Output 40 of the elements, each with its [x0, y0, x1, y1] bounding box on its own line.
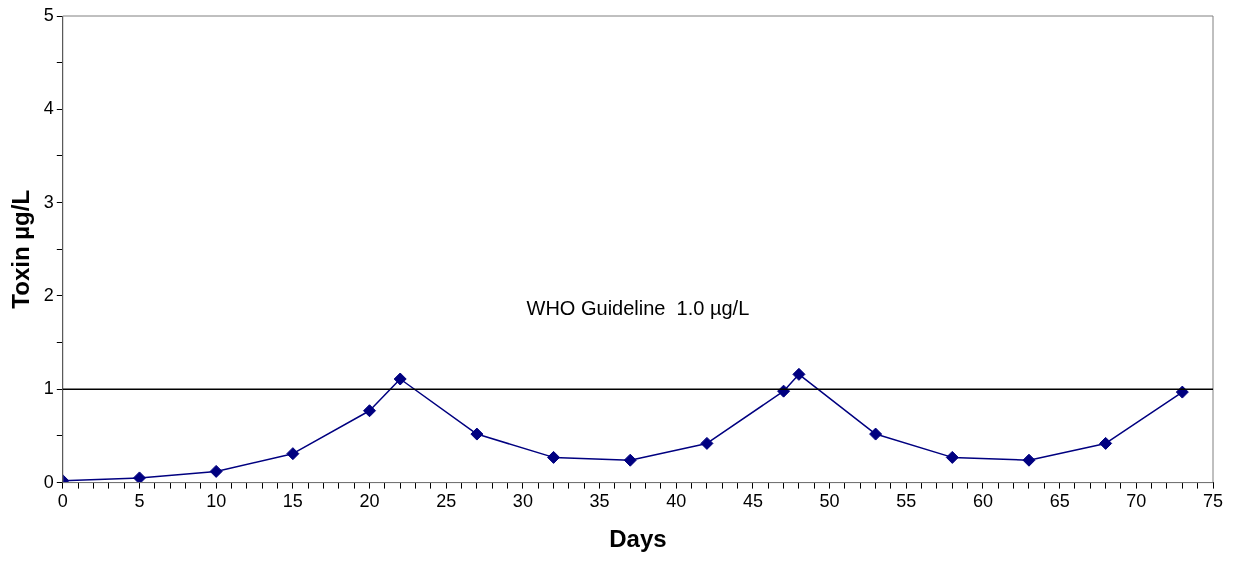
x-tick-label: 40	[666, 491, 687, 512]
x-tick-label: 75	[1202, 491, 1224, 512]
point	[209, 464, 223, 478]
point	[286, 447, 300, 461]
point	[869, 427, 883, 441]
x-tick-label: 35	[589, 491, 610, 512]
point	[792, 367, 806, 381]
point	[132, 471, 146, 483]
y-tick-label: 0	[43, 471, 54, 492]
x-tick-label: 65	[1049, 491, 1070, 512]
x-tick-label: 10	[206, 491, 227, 512]
point	[1175, 385, 1189, 399]
x-tick-label: 60	[972, 491, 993, 512]
y-axis-title: Toxin µg/L	[7, 189, 35, 309]
point	[1022, 453, 1036, 467]
point	[547, 450, 561, 464]
x-tick-label: 20	[359, 491, 380, 512]
point	[470, 427, 484, 441]
x-tick-label: 15	[282, 491, 303, 512]
point	[700, 436, 714, 450]
ref-line-label: WHO Guideline 1.0 µg/L	[526, 296, 750, 319]
point	[363, 404, 377, 418]
x-tick-label: 5	[134, 491, 145, 512]
x-tick-label: 30	[512, 491, 533, 512]
y-tick-label: 1	[43, 378, 54, 399]
point	[1099, 436, 1113, 450]
x-tick-label: 0	[57, 491, 68, 512]
point	[623, 453, 637, 467]
y-tick-label: 5	[43, 4, 54, 25]
x-tick-label: 55	[896, 491, 917, 512]
x-tick-label: 25	[436, 491, 457, 512]
point	[393, 372, 407, 386]
point	[945, 450, 959, 464]
x-tick-label: 70	[1126, 491, 1147, 512]
y-tick-label: 2	[43, 284, 54, 305]
x-tick-label: 50	[819, 491, 840, 512]
x-axis-title: Days	[609, 525, 667, 553]
y-tick-label: 3	[43, 191, 54, 212]
y-tick-label: 4	[43, 98, 54, 119]
x-tick-label: 45	[742, 491, 763, 512]
